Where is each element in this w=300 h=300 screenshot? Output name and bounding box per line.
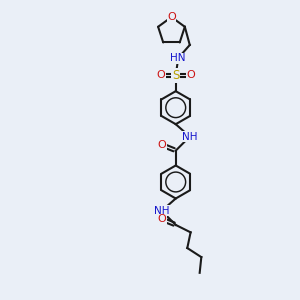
Text: O: O	[157, 214, 166, 224]
Text: NH: NH	[182, 132, 197, 142]
Text: NH: NH	[154, 206, 170, 216]
Text: HN: HN	[170, 53, 186, 63]
Text: O: O	[157, 70, 165, 80]
Text: O: O	[186, 70, 195, 80]
Text: O: O	[157, 140, 166, 150]
Text: S: S	[172, 69, 179, 82]
Text: O: O	[167, 12, 176, 22]
